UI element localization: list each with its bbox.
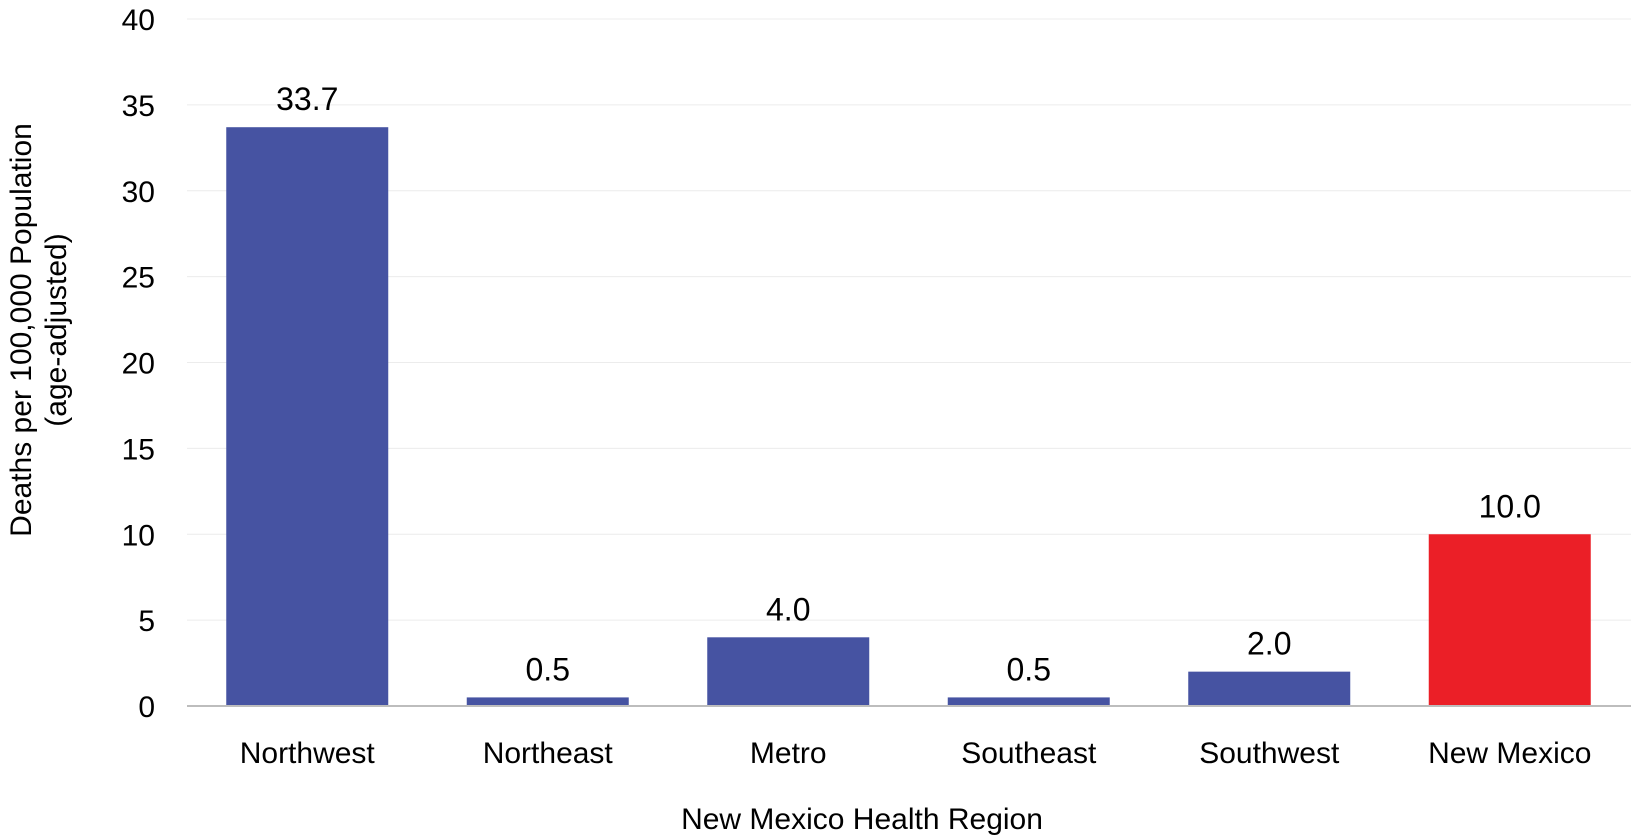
- data-label: 10.0: [1479, 488, 1541, 524]
- y-axis-title-line2: (age-adjusted): [40, 233, 73, 426]
- x-axis-categories: Northwest Northeast Metro Southeast Southwes…: [240, 737, 1592, 770]
- data-label: 2.0: [1247, 626, 1291, 662]
- y-axis-ticks: 0 5 10 15 20 25 30 35 40: [122, 4, 155, 724]
- data-label: 33.7: [276, 81, 338, 117]
- gridlines: [187, 18, 1631, 621]
- category-label: Metro: [750, 737, 827, 770]
- y-tick-label: 10: [122, 519, 155, 552]
- category-label: Northwest: [240, 737, 376, 770]
- category-label: New Mexico: [1428, 737, 1591, 770]
- x-axis-title: New Mexico Health Region: [681, 803, 1043, 836]
- bar: [707, 637, 870, 706]
- y-tick-label: 5: [138, 605, 155, 638]
- bar: [1188, 671, 1351, 706]
- y-tick-label: 40: [122, 4, 155, 37]
- data-label: 4.0: [766, 591, 810, 627]
- category-label: Northeast: [483, 737, 614, 770]
- bar: [466, 697, 629, 706]
- bar: [226, 127, 389, 706]
- category-label: Southwest: [1199, 737, 1340, 770]
- data-labels: 33.7 0.5 4.0 0.5 2.0 10.0: [276, 81, 1541, 687]
- bar: [947, 697, 1110, 706]
- y-tick-label: 25: [122, 262, 155, 295]
- category-label: Southeast: [961, 737, 1097, 770]
- y-tick-label: 0: [138, 691, 155, 724]
- y-axis-title-line1: Deaths per 100,000 Population: [5, 123, 38, 537]
- data-label: 0.5: [1007, 651, 1051, 687]
- bar: [1428, 534, 1591, 706]
- bars: [226, 127, 1591, 706]
- y-tick-label: 35: [122, 90, 155, 123]
- y-tick-label: 15: [122, 433, 155, 466]
- data-label: 0.5: [526, 651, 570, 687]
- y-tick-label: 20: [122, 348, 155, 381]
- y-tick-label: 30: [122, 176, 155, 209]
